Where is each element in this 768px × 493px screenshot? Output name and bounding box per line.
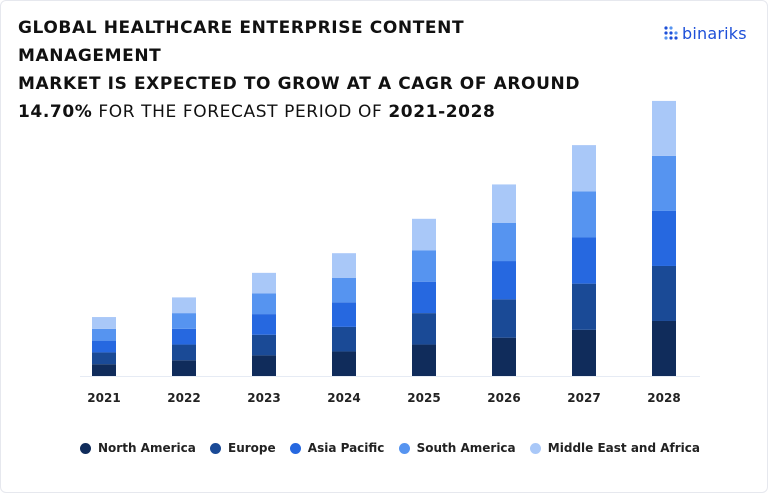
title-cagr: 14.70% xyxy=(18,102,93,122)
legend-swatch-south-america xyxy=(398,442,410,454)
title-line-2: MARKET IS EXPECTED TO GROW AT A CAGR OF … xyxy=(18,74,581,94)
bar-segment-2024-asia-pacific xyxy=(332,302,356,327)
bar-segment-2026-asia-pacific xyxy=(492,261,516,300)
bar-segment-2022-europe xyxy=(172,344,196,361)
bar-segment-2026-middle-east-and-africa xyxy=(492,184,516,223)
bar-segment-2028-north-america xyxy=(652,320,676,376)
legend-swatch-asia-pacific xyxy=(289,442,301,454)
legend-item-south-america: South America xyxy=(398,441,516,455)
bar-segment-2024-north-america xyxy=(332,351,356,376)
bar-segment-2021-europe xyxy=(92,352,116,365)
legend-swatch-europe xyxy=(210,442,221,454)
bar-segment-2021-asia-pacific xyxy=(92,340,116,353)
title-line-1: GLOBAL HEALTHCARE ENTERPRISE CONTENT MAN… xyxy=(18,18,465,66)
bar-segment-2026-europe xyxy=(492,299,516,338)
bar-segment-2026-north-america xyxy=(492,337,516,376)
bar-segment-2028-middle-east-and-africa xyxy=(652,100,676,156)
x-tick-label-2026: 2026 xyxy=(487,391,520,405)
x-tick-label-2021: 2021 xyxy=(87,391,120,405)
bar-segment-2021-middle-east-and-africa xyxy=(92,317,116,329)
bar-segment-2027-south-america xyxy=(572,191,596,238)
legend-label-south-america: South America xyxy=(416,441,516,455)
x-tick-label-2025: 2025 xyxy=(407,391,440,405)
legend-swatch-north-america xyxy=(80,442,91,454)
legend-label-europe: Europe xyxy=(228,441,276,455)
bar-segment-2025-asia-pacific xyxy=(412,281,436,314)
bar-segment-2025-north-america xyxy=(412,344,436,376)
bar-segment-2023-south-america xyxy=(252,293,276,315)
bar-segment-2025-middle-east-and-africa xyxy=(412,218,436,251)
legend-item-asia-pacific: Asia Pacific xyxy=(289,441,385,455)
x-tick-label-2024: 2024 xyxy=(327,391,360,405)
bar-segment-2027-middle-east-and-africa xyxy=(572,145,596,192)
bar-segment-2026-south-america xyxy=(492,222,516,262)
bar-segment-2021-south-america xyxy=(92,328,116,341)
bar-segment-2024-south-america xyxy=(332,277,356,303)
bar-segment-2023-middle-east-and-africa xyxy=(252,272,276,294)
x-tick-label-2028: 2028 xyxy=(647,391,680,405)
bar-segment-2028-europe xyxy=(652,265,676,321)
bar-segment-2027-europe xyxy=(572,283,596,330)
bar-segment-2022-north-america xyxy=(172,360,196,376)
bar-segment-2023-asia-pacific xyxy=(252,314,276,335)
chart-legend: North America Europe Asia Pacific South Ame… xyxy=(80,438,700,458)
bar-segment-2024-middle-east-and-africa xyxy=(332,253,356,278)
bar-segment-2025-europe xyxy=(412,313,436,345)
bar-segment-2024-europe xyxy=(332,326,356,352)
x-tick-label-2023: 2023 xyxy=(247,391,280,405)
x-tick-label-2027: 2027 xyxy=(567,391,600,405)
legend-swatch-middle-east-and-africa xyxy=(529,442,541,454)
bar-segment-2023-north-america xyxy=(252,355,276,376)
binariks-logo: binariks xyxy=(664,22,747,44)
title-line-3-middle: FOR THE FORECAST PERIOD OF xyxy=(92,102,389,122)
legend-label-middle-east-and-africa: Middle East and Africa xyxy=(547,441,700,455)
bar-segment-2027-asia-pacific xyxy=(572,237,596,284)
bar-segment-2025-south-america xyxy=(412,250,436,282)
bar-segment-2022-asia-pacific xyxy=(172,328,196,345)
logo-text: binariks xyxy=(682,23,747,43)
bar-segment-2021-north-america xyxy=(92,364,116,376)
bar-segment-2028-south-america xyxy=(652,155,676,211)
legend-item-europe: Europe xyxy=(210,441,276,455)
legend-item-middle-east-and-africa: Middle East and Africa xyxy=(529,441,700,455)
legend-item-north-america: North America xyxy=(80,441,196,455)
dots-grid-icon xyxy=(664,26,678,40)
bar-segment-2028-asia-pacific xyxy=(652,210,676,266)
title-period: 2021-2028 xyxy=(388,102,496,122)
bar-segment-2023-europe xyxy=(252,334,276,356)
x-tick-label-2022: 2022 xyxy=(167,391,200,405)
bar-segment-2022-middle-east-and-africa xyxy=(172,297,196,314)
legend-label-north-america: North America xyxy=(98,441,196,455)
bar-segment-2022-south-america xyxy=(172,313,196,329)
legend-label-asia-pacific: Asia Pacific xyxy=(307,441,385,455)
bar-segment-2027-north-america xyxy=(572,329,596,376)
chart-title: GLOBAL HEALTHCARE ENTERPRISE CONTENT MAN… xyxy=(18,14,608,126)
